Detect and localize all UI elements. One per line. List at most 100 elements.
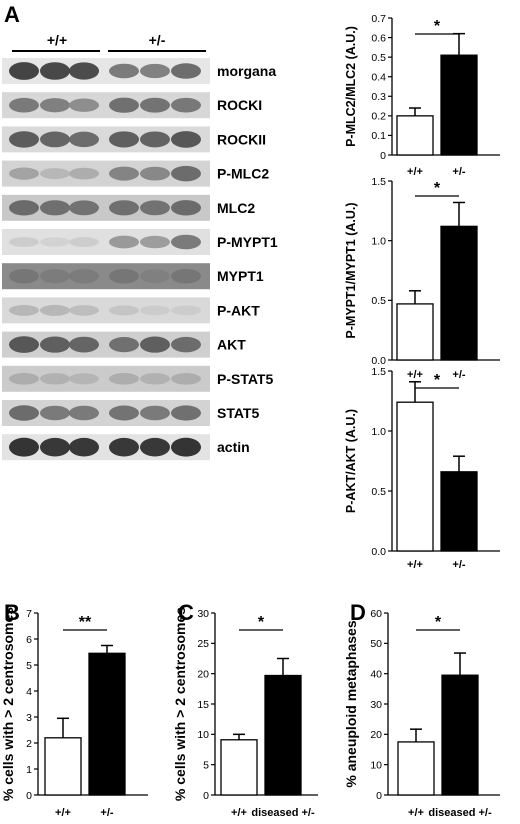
blot-label-morgana: morgana [217, 63, 276, 79]
y-tick-label: 0.7 [371, 13, 386, 25]
blot-band [9, 97, 39, 113]
y-axis-label: P-MLC2/MLC2 (A.U.) [344, 26, 358, 147]
blot-row-rocki: ROCKI [2, 92, 262, 119]
blot-row-akt: AKT [2, 331, 246, 358]
blot-band [69, 200, 99, 216]
y-axis-label: % cells with > 2 centrosomes [0, 607, 16, 801]
bar- [220, 739, 258, 796]
x-tick-label: diseased +/- [428, 807, 492, 819]
blot-band [9, 268, 39, 284]
blot-band [9, 336, 39, 353]
blot-band [171, 336, 201, 353]
chart-panel-c: 0 5 10 15 20 25 30 +/+ diseased +/- * % cells with… [172, 607, 318, 819]
x-tick-label: diseased +/- [251, 807, 315, 819]
x-tick-label: +/+ [55, 807, 71, 819]
blot-band [171, 437, 201, 457]
blot-band [40, 237, 70, 247]
x-tick-label: +/+ [407, 369, 423, 381]
blot-label-p-akt: P-AKT [217, 302, 260, 318]
western-blot: morgana ROCKI ROCKII P-MLC2 MLC2 P-MYPT1 MYPT1… [2, 58, 278, 461]
bar- [440, 471, 478, 552]
y-tick-label: 7 [26, 608, 32, 620]
blot-genotype-het: +/- [149, 32, 166, 48]
blot-band [109, 305, 139, 316]
blot-band [109, 166, 139, 181]
x-tick-label: +/- [100, 807, 113, 819]
chart-panel-b: 0 1 2 3 4 5 6 7 +/+ +/- ** % cells with > 2 centros… [0, 607, 148, 819]
y-tick-label: 0 [26, 790, 32, 802]
y-tick-label: 0.4 [371, 72, 386, 84]
chart-p-akt: 0.0 0.5 1.0 1.5 +/+ +/- * P-AKT/AKT (A.U.) [344, 366, 500, 571]
y-axis-label: P-AKT/AKT (A.U.) [344, 409, 358, 513]
panel-letter-b: B [4, 600, 20, 625]
y-tick-label: 0.5 [371, 486, 386, 498]
blot-band [9, 373, 39, 385]
blot-band [69, 305, 99, 316]
blot-band [140, 405, 170, 421]
blot-band [109, 373, 139, 385]
y-tick-label: 30 [197, 608, 209, 620]
blot-band [109, 437, 139, 457]
blot-label-p-mlc2: P-MLC2 [217, 166, 269, 182]
blot-label-p-stat5: P-STAT5 [217, 371, 273, 387]
y-tick-label: 30 [370, 699, 382, 711]
y-axis-label: P-MYPT1/MYPT1 (A.U.) [344, 202, 358, 338]
panel-letter-c: C [178, 600, 194, 625]
bar- [88, 652, 126, 796]
y-tick-label: 10 [370, 759, 382, 771]
blot-row-mypt1: MYPT1 [2, 263, 264, 290]
blot-row-actin: actin [2, 434, 250, 461]
blot-band [109, 337, 139, 353]
blot-label-akt: AKT [217, 337, 246, 353]
blot-band [140, 166, 170, 181]
blot-band [9, 62, 39, 80]
y-tick-label: 15 [197, 699, 209, 711]
significance-marker: * [434, 18, 441, 35]
blot-band [9, 405, 39, 421]
blot-band [171, 131, 201, 148]
blot-band [140, 373, 170, 385]
blot-band [140, 235, 170, 249]
bar- [44, 737, 82, 796]
blot-band [9, 200, 39, 216]
blot-band [69, 237, 99, 247]
y-tick-label: 2 [26, 738, 32, 750]
blot-band [69, 167, 99, 180]
blot-band [109, 63, 139, 79]
significance-marker: * [434, 180, 441, 197]
blot-row-p-stat5: P-STAT5 [2, 365, 273, 392]
blot-band [40, 373, 70, 385]
y-tick-label: 60 [370, 608, 382, 620]
panel-letter-a: A [4, 2, 20, 27]
blot-band [40, 405, 70, 421]
y-tick-label: 0.5 [371, 52, 386, 64]
y-tick-label: 5 [26, 660, 32, 672]
blot-band [40, 304, 70, 316]
x-tick-label: +/- [452, 166, 465, 178]
y-tick-label: 50 [370, 638, 382, 650]
y-tick-label: 10 [197, 729, 209, 741]
blot-band [40, 62, 70, 80]
y-tick-label: 40 [370, 668, 382, 680]
bar-diseased [264, 674, 302, 796]
y-tick-label: 0.0 [371, 355, 386, 367]
y-tick-label: 0.2 [371, 111, 386, 123]
blot-band [9, 304, 39, 316]
blot-band [109, 97, 139, 113]
blot-band [171, 200, 201, 216]
blot-band [171, 373, 201, 385]
blot-band [140, 131, 170, 148]
bar- [440, 225, 478, 361]
blot-band [171, 268, 201, 284]
y-tick-label: 0.0 [371, 546, 386, 558]
y-tick-label: 1.0 [371, 235, 386, 247]
blot-band [69, 131, 99, 148]
significance-marker: * [434, 372, 441, 389]
blot-band [140, 437, 170, 457]
chart-p-mlc2: 0 0.1 0.2 0.3 0.4 0.5 0.6 0.7 +/+ +/- * P-MLC2/MLC2… [344, 13, 500, 178]
blot-label-rocki: ROCKI [217, 97, 262, 113]
blot-band [109, 405, 139, 421]
y-tick-label: 4 [26, 686, 32, 698]
blot-band [40, 269, 70, 284]
